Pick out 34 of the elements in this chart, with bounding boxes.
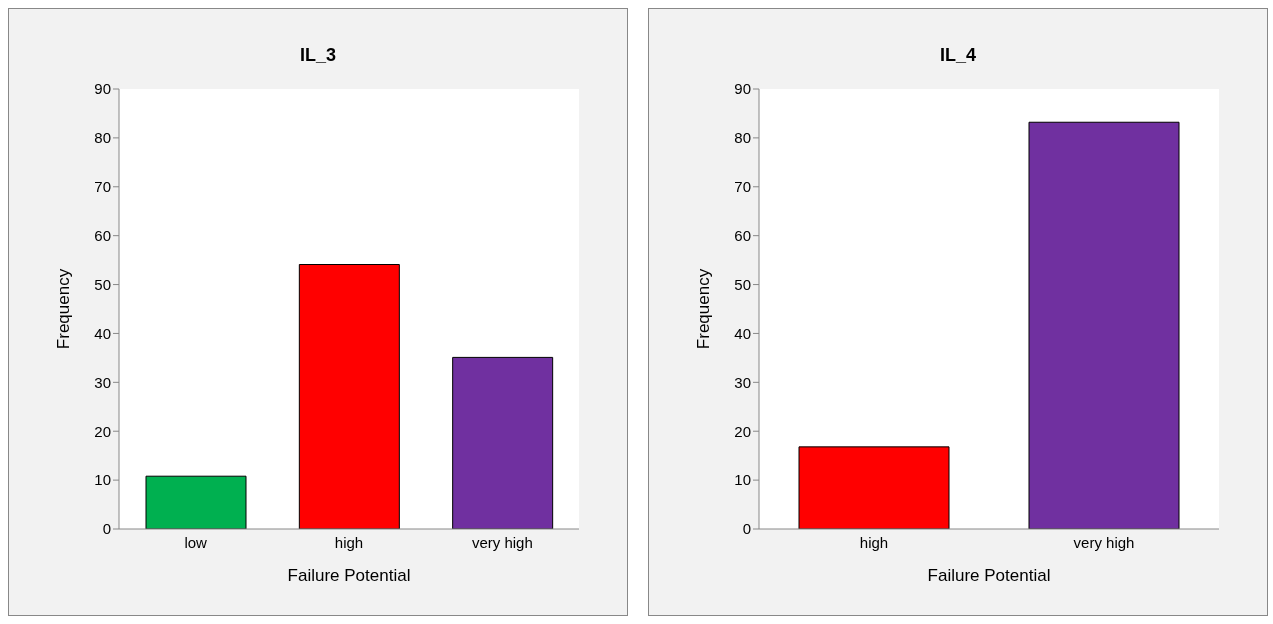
x-axis-title: Failure Potential bbox=[287, 566, 411, 585]
x-tick-label: high bbox=[334, 533, 364, 551]
y-tick-label: 0 bbox=[742, 520, 751, 538]
x-tick-label: very high bbox=[471, 533, 533, 551]
y-tick-label: 80 bbox=[734, 129, 751, 147]
y-tick-label: 30 bbox=[734, 373, 751, 391]
y-tick-label: 50 bbox=[734, 275, 751, 293]
bar bbox=[145, 475, 247, 529]
y-axis-title: Frequency bbox=[694, 268, 714, 350]
y-tick-label: 30 bbox=[94, 373, 111, 391]
x-axis-title: Failure Potential bbox=[927, 566, 1051, 585]
y-tick-label: 40 bbox=[94, 324, 111, 342]
y-tick-label: 0 bbox=[102, 520, 111, 538]
y-tick-label: 70 bbox=[734, 178, 751, 196]
y-tick-label: 20 bbox=[734, 422, 751, 440]
y-tick-label: 80 bbox=[94, 129, 111, 147]
y-tick-label: 90 bbox=[734, 80, 751, 98]
y-axis-title: Frequency bbox=[54, 268, 74, 350]
bar bbox=[298, 264, 400, 529]
y-tick-label: 60 bbox=[734, 226, 751, 244]
y-tick-label: 10 bbox=[94, 471, 111, 489]
x-tick-label: low bbox=[184, 533, 208, 551]
y-tick-label: 70 bbox=[94, 178, 111, 196]
x-tick-label: very high bbox=[1073, 533, 1135, 551]
bar bbox=[452, 356, 554, 529]
y-tick-label: 90 bbox=[94, 80, 111, 98]
y-tick-label: 20 bbox=[94, 422, 111, 440]
y-tick-label: 60 bbox=[94, 226, 111, 244]
y-tick-label: 40 bbox=[734, 324, 751, 342]
chart-title: IL_3 bbox=[299, 45, 337, 66]
chart-title: IL_4 bbox=[939, 45, 977, 66]
x-tick-label: high bbox=[859, 533, 889, 551]
y-tick-label: 10 bbox=[734, 471, 751, 489]
y-tick-label: 50 bbox=[94, 275, 111, 293]
